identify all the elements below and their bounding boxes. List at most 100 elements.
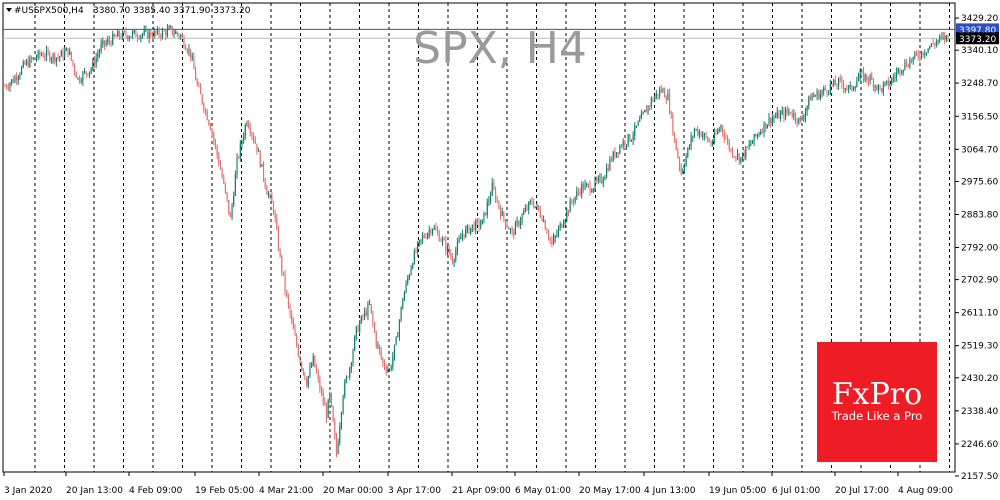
candle-body (919, 57, 921, 59)
candle-body (370, 304, 372, 313)
candle-195 (327, 398, 329, 419)
candle-344 (574, 196, 576, 205)
candle-body (750, 143, 752, 145)
candle-body (567, 210, 570, 213)
candle-556 (925, 52, 928, 56)
candle-567 (944, 32, 946, 45)
candle-506 (843, 79, 845, 94)
candle-body (935, 41, 937, 46)
candle-body (456, 242, 458, 251)
candle-476 (793, 109, 795, 121)
candle-90 (153, 27, 155, 39)
candle-body (103, 40, 105, 46)
candle-body (460, 237, 462, 240)
candle-84 (143, 25, 145, 37)
candle-body (349, 368, 351, 378)
candle-body (171, 26, 173, 34)
candle-230 (385, 363, 387, 376)
candle-body (402, 300, 404, 307)
candle-body (594, 179, 596, 189)
candle-120 (203, 102, 205, 113)
candle-101 (171, 26, 173, 36)
candle-body (675, 138, 677, 151)
candle-267 (446, 244, 449, 256)
x-tick-label-12: 6 Jul 01:00 (772, 486, 821, 496)
candle-body (592, 188, 594, 192)
candle-443 (738, 152, 740, 165)
candle-body (582, 184, 584, 190)
candle-body (700, 131, 702, 137)
candle-118 (200, 83, 202, 95)
candle-body (427, 233, 429, 238)
candle-391 (652, 96, 654, 103)
candle-268 (448, 245, 450, 255)
candle-body (894, 76, 896, 78)
candle-body (54, 53, 56, 62)
candle-body (612, 151, 614, 161)
candle-498 (829, 79, 831, 96)
candle-134 (226, 191, 228, 203)
candle-body (67, 48, 69, 55)
candle-body (354, 336, 356, 351)
candle-233 (390, 364, 392, 372)
candle-286 (478, 217, 480, 232)
candle-123 (208, 119, 210, 127)
candle-body (466, 225, 468, 229)
candle-body (420, 239, 422, 241)
candle-body (374, 323, 376, 333)
candle-363 (606, 163, 608, 179)
candle-body (821, 91, 823, 94)
candle-438 (730, 148, 732, 153)
y-tick-label-9: 2611.10 (961, 309, 998, 319)
candle-265 (443, 236, 445, 241)
candle-body (587, 183, 589, 185)
dropdown-arrow-icon[interactable] (6, 8, 12, 12)
candle-body (725, 138, 727, 140)
candle-340 (567, 209, 570, 217)
candle-454 (756, 133, 758, 140)
candle-97 (165, 29, 167, 41)
candle-body (307, 375, 309, 386)
candle-body (253, 135, 255, 141)
candle-15 (29, 55, 31, 68)
candle-271 (453, 258, 455, 268)
candle-body (128, 37, 130, 40)
candle-body (811, 96, 813, 101)
candle-body (9, 83, 11, 88)
candle-body (19, 74, 21, 78)
candle-body (670, 112, 672, 115)
candle-body (360, 316, 362, 324)
candle-body (158, 29, 160, 36)
candle-body (544, 220, 546, 230)
candle-body (44, 56, 46, 58)
candle-body (615, 152, 618, 157)
candle-body (382, 358, 384, 363)
candle-body (476, 220, 478, 222)
candle-198 (332, 405, 334, 423)
candle-311 (519, 216, 521, 230)
candle-body (932, 43, 934, 45)
candle-558 (929, 45, 931, 50)
candle-322 (538, 204, 540, 212)
candle-161 (271, 191, 273, 203)
candle-body (451, 256, 454, 263)
candle-39 (69, 47, 71, 56)
candle-body (79, 77, 81, 82)
x-tick-label-2: 4 Feb 09:00 (129, 486, 183, 496)
candle-body (168, 27, 170, 29)
candle-body (499, 207, 502, 216)
candle-119 (201, 93, 203, 106)
candle-body (115, 36, 117, 38)
candle-body (806, 105, 808, 112)
candle-434 (723, 129, 725, 143)
candle-51 (88, 71, 91, 79)
candle-199 (334, 417, 336, 440)
candle-216 (362, 313, 364, 321)
candle-349 (582, 181, 584, 193)
candle-43 (75, 71, 77, 78)
candle-569 (947, 34, 949, 42)
candle-body (538, 205, 540, 211)
candle-body (705, 133, 707, 137)
candle-86 (146, 28, 149, 39)
